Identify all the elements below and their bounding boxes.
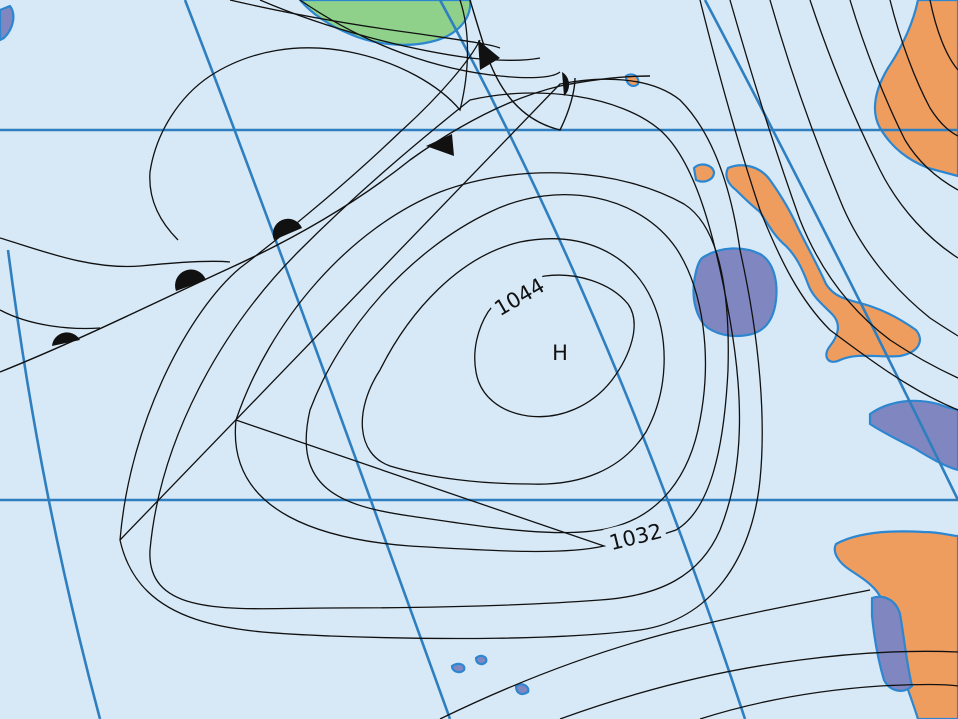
scandinavia — [873, 0, 958, 178]
isobar-sw — [0, 309, 101, 330]
ireland — [692, 247, 778, 338]
isobar-south-2 — [559, 650, 958, 719]
isobar-east-7 — [929, 0, 958, 71]
great-britain — [725, 164, 921, 363]
scotland-islands — [692, 163, 716, 183]
azores-1 — [450, 662, 466, 674]
isobar-east-3 — [769, 0, 958, 337]
isobar-east-5 — [849, 0, 958, 191]
isobar-1020 — [0, 0, 469, 268]
isobar-1040 — [361, 238, 665, 485]
cold-front-triangle-2 — [478, 40, 500, 70]
meridian-4 — [703, 0, 958, 501]
isobar-nw-3 — [299, 0, 561, 79]
greenland-edge — [0, 4, 15, 42]
isobar-south-3 — [699, 683, 958, 719]
meridian-1 — [6, 249, 102, 719]
isobar-1028 — [149, 92, 741, 610]
cold-front-branch — [469, 0, 576, 131]
isobar-1044 — [474, 274, 635, 418]
isobar-south-1 — [439, 589, 871, 719]
warm-front-semicircle-2 — [175, 269, 206, 291]
madeira — [514, 683, 530, 696]
isobar-nw-2 — [259, 0, 541, 61]
isobar-east-2 — [729, 0, 958, 379]
label-1032-bg — [603, 515, 668, 554]
azores-2 — [474, 654, 488, 666]
warm-front-semicircle-4 — [562, 72, 570, 96]
isobar-1032 — [234, 172, 729, 553]
warm-front-semicircle-3 — [272, 218, 302, 240]
high-pressure-label: H — [552, 341, 568, 365]
label-1044-bg — [486, 269, 550, 320]
cold-front-triangle-1 — [426, 134, 454, 156]
warm-front-semicircle-1 — [52, 332, 80, 346]
isobar-east-1 — [699, 0, 958, 411]
fronts — [0, 0, 651, 373]
isobar-east-6 — [889, 0, 958, 137]
isobar-east-4 — [809, 0, 958, 259]
isobar-1036 — [305, 194, 707, 534]
meridian-2 — [183, 0, 452, 719]
